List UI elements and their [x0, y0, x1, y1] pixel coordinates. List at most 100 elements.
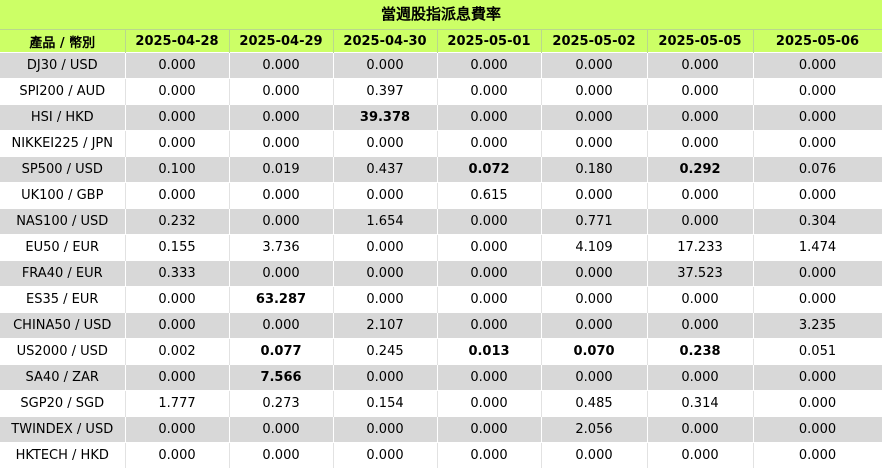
rate-cell: 0.000: [753, 390, 882, 417]
rate-cell: 17.233: [647, 234, 754, 261]
table-row: TWINDEX / USD 0.000 0.000 0.000 0.000 2.056 0.…: [0, 416, 882, 443]
product-cell: DJ30 / USD: [0, 52, 126, 79]
rate-cell: 4.109: [541, 234, 648, 261]
table-row: CHINA50 / USD 0.000 0.000 2.107 0.000 0.000 0.…: [0, 312, 882, 339]
table-row: EU50 / EUR 0.155 3.736 0.000 0.000 4.109 17.23…: [0, 234, 882, 261]
rate-cell: 0.000: [753, 104, 882, 131]
rate-cell: 0.000: [753, 442, 882, 468]
rate-cell: 0.437: [333, 156, 438, 183]
table-row: SGP20 / SGD 1.777 0.273 0.154 0.000 0.485 0.31…: [0, 390, 882, 417]
rate-cell: 0.000: [125, 364, 230, 391]
rate-cell: 0.000: [229, 208, 334, 235]
rate-cell: 0.000: [333, 234, 438, 261]
product-cell: HSI / HKD: [0, 104, 126, 131]
rate-cell: 0.000: [437, 442, 542, 468]
rate-cell: 0.000: [437, 208, 542, 235]
rate-cell: 0.000: [437, 390, 542, 417]
product-cell: NIKKEI225 / JPN: [0, 130, 126, 157]
date-column-header: 2025-05-02: [541, 30, 648, 53]
product-cell: SP500 / USD: [0, 156, 126, 183]
date-column-header: 2025-05-01: [437, 30, 542, 53]
product-cell: FRA40 / EUR: [0, 260, 126, 287]
product-cell: EU50 / EUR: [0, 234, 126, 261]
date-column-header: 2025-05-06: [753, 30, 882, 53]
rate-cell: 0.000: [541, 442, 648, 468]
rate-cell: 0.000: [437, 286, 542, 313]
rate-cell: 0.000: [753, 52, 882, 79]
rate-cell: 0.771: [541, 208, 648, 235]
rate-cell: 0.000: [753, 182, 882, 209]
rate-cell: 0.615: [437, 182, 542, 209]
rate-cell: 0.070: [541, 338, 648, 365]
table-title: 當週股指派息費率: [0, 0, 882, 30]
product-cell: ES35 / EUR: [0, 286, 126, 313]
rate-cell: 0.000: [125, 182, 230, 209]
rate-cell: 0.000: [333, 130, 438, 157]
rate-cell: 0.485: [541, 390, 648, 417]
rate-cell: 0.000: [541, 182, 648, 209]
rate-cell: 0.000: [541, 364, 648, 391]
product-column-header: 產品 / 幣別: [0, 30, 126, 53]
rate-cell: 0.000: [333, 364, 438, 391]
rate-cell: 0.000: [647, 312, 754, 339]
rate-cell: 0.000: [229, 78, 334, 105]
rate-cell: 0.397: [333, 78, 438, 105]
rate-cell: 1.474: [753, 234, 882, 261]
rate-cell: 0.000: [753, 260, 882, 287]
rate-cell: 0.000: [647, 286, 754, 313]
rate-cell: 0.180: [541, 156, 648, 183]
table-row: HKTECH / HKD 0.000 0.000 0.000 0.000 0.000 0.0…: [0, 442, 882, 468]
dividend-rate-table: 產品 / 幣別 2025-04-28 2025-04-29 2025-04-30 20…: [0, 30, 882, 468]
rate-cell: 0.000: [541, 260, 648, 287]
rate-cell: 1.654: [333, 208, 438, 235]
rate-cell: 0.013: [437, 338, 542, 365]
rate-cell: 0.000: [125, 130, 230, 157]
rate-cell: 0.000: [541, 286, 648, 313]
rate-cell: 0.000: [437, 260, 542, 287]
rate-cell: 0.000: [647, 442, 754, 468]
table-row: NIKKEI225 / JPN 0.000 0.000 0.000 0.000 0.000…: [0, 130, 882, 157]
product-cell: TWINDEX / USD: [0, 416, 126, 443]
rate-cell: 0.000: [437, 104, 542, 131]
rate-cell: 0.000: [437, 416, 542, 443]
rate-cell: 0.000: [541, 130, 648, 157]
table-row: DJ30 / USD 0.000 0.000 0.000 0.000 0.000 0.000…: [0, 52, 882, 79]
product-cell: NAS100 / USD: [0, 208, 126, 235]
rate-cell: 0.000: [125, 442, 230, 468]
rate-cell: 0.000: [753, 416, 882, 443]
rate-cell: 0.000: [333, 442, 438, 468]
rate-cell: 63.287: [229, 286, 334, 313]
header-row: 產品 / 幣別 2025-04-28 2025-04-29 2025-04-30 20…: [0, 30, 882, 53]
rate-cell: 0.000: [647, 208, 754, 235]
rate-cell: 0.000: [647, 416, 754, 443]
rate-cell: 0.000: [333, 286, 438, 313]
rate-cell: 0.000: [125, 104, 230, 131]
rate-cell: 0.072: [437, 156, 542, 183]
rate-cell: 0.002: [125, 338, 230, 365]
rate-cell: 0.000: [125, 286, 230, 313]
table-row: SA40 / ZAR 0.000 7.566 0.000 0.000 0.000 0.000…: [0, 364, 882, 391]
rate-cell: 0.000: [125, 312, 230, 339]
rate-cell: 0.000: [541, 52, 648, 79]
date-column-header: 2025-04-29: [229, 30, 334, 53]
rate-cell: 0.000: [229, 104, 334, 131]
rate-cell: 0.000: [437, 130, 542, 157]
rate-cell: 0.000: [437, 364, 542, 391]
date-column-header: 2025-04-30: [333, 30, 438, 53]
rate-cell: 0.100: [125, 156, 230, 183]
rate-cell: 0.077: [229, 338, 334, 365]
rate-cell: 0.154: [333, 390, 438, 417]
rate-cell: 39.378: [333, 104, 438, 131]
rate-cell: 0.000: [229, 312, 334, 339]
rate-cell: 0.051: [753, 338, 882, 365]
rate-cell: 0.000: [753, 286, 882, 313]
rate-cell: 0.000: [333, 260, 438, 287]
rate-cell: 0.000: [437, 52, 542, 79]
rate-cell: 2.107: [333, 312, 438, 339]
rate-cell: 0.238: [647, 338, 754, 365]
rate-cell: 0.304: [753, 208, 882, 235]
rate-cell: 0.232: [125, 208, 230, 235]
product-cell: SGP20 / SGD: [0, 390, 126, 417]
product-cell: HKTECH / HKD: [0, 442, 126, 468]
